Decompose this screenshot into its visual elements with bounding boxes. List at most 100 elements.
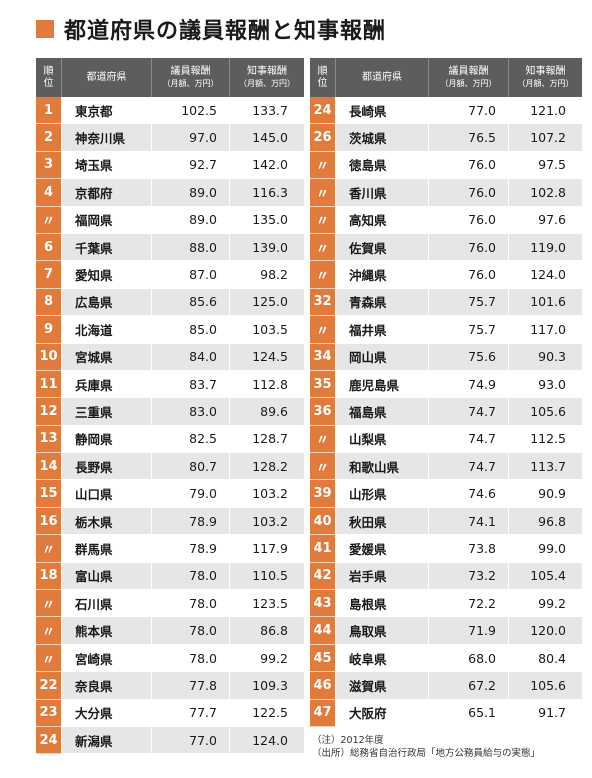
prefecture-cell: 埼玉県: [62, 151, 152, 180]
header-pref: 都道府県: [62, 58, 152, 97]
council-pay-cell: 75.7: [429, 316, 509, 344]
table-row: 26 茨城県 76.5 107.2: [310, 124, 582, 152]
prefecture-cell: 岡山県: [336, 343, 429, 371]
prefecture-cell: 茨城県: [336, 124, 429, 152]
rank-cell: 16: [36, 507, 62, 536]
table-row: 7 愛知県 87.0 98.2: [36, 261, 304, 289]
rank-cell: 〃: [310, 206, 336, 234]
rank-cell: 10: [36, 343, 62, 371]
prefecture-cell: 熊本県: [62, 617, 152, 645]
rank-cell: 24: [36, 726, 62, 755]
prefecture-cell: 鳥取県: [336, 617, 429, 645]
header-governor-unit: （月額、万円）: [517, 78, 574, 88]
rank-cell: 9: [36, 316, 62, 344]
prefecture-cell: 青森県: [336, 288, 429, 317]
table-row: 12 三重県 83.0 89.6: [36, 398, 304, 426]
ranking-table-right: 順位 都道府県 議員報酬 （月額、万円） 知事報酬 （月額、万円） 24 長崎県 77.…: [310, 58, 582, 727]
governor-pay-cell: 139.0: [230, 233, 304, 262]
council-pay-cell: 68.0: [429, 644, 509, 673]
governor-pay-cell: 93.0: [509, 370, 582, 399]
rank-cell: 13: [36, 425, 62, 454]
rank-cell: 36: [310, 398, 336, 426]
governor-pay-cell: 125.0: [230, 288, 304, 317]
title-block: 都道府県の議員報酬と知事報酬: [36, 12, 386, 46]
prefecture-cell: 秋田県: [336, 507, 429, 536]
rank-cell: 32: [310, 288, 336, 317]
council-pay-cell: 77.0: [152, 726, 230, 755]
council-pay-cell: 74.1: [429, 507, 509, 536]
note-year: （注）2012年度: [312, 735, 384, 746]
prefecture-cell: 大阪府: [336, 699, 429, 727]
council-pay-cell: 77.7: [152, 699, 230, 727]
prefecture-cell: 広島県: [62, 288, 152, 317]
prefecture-cell: 富山県: [62, 562, 152, 591]
footnotes: （注）2012年度 （出所）総務省自治行政局「地方公務員給与の実態」: [312, 734, 540, 760]
table-row: 24 長崎県 77.0 121.0: [310, 97, 582, 125]
table-row: 23 大分県 77.7 122.5: [36, 699, 304, 727]
council-pay-cell: 71.9: [429, 617, 509, 645]
note-source: （出所）総務省自治行政局「地方公務員給与の実態」: [312, 748, 541, 759]
page-title: 都道府県の議員報酬と知事報酬: [64, 19, 387, 44]
table-row: 45 岐阜県 68.0 80.4: [310, 644, 582, 673]
governor-pay-cell: 97.6: [509, 206, 582, 234]
governor-pay-cell: 119.0: [509, 233, 582, 262]
council-pay-cell: 77.8: [152, 672, 230, 700]
prefecture-cell: 宮崎県: [62, 644, 152, 673]
table-row: 16 栃木県 78.9 103.2: [36, 507, 304, 536]
council-pay-cell: 78.0: [152, 590, 230, 618]
council-pay-cell: 78.0: [152, 562, 230, 591]
table-row: 44 鳥取県 71.9 120.0: [310, 617, 582, 645]
prefecture-cell: 静岡県: [62, 425, 152, 454]
header-council-label: 議員報酬: [448, 65, 489, 77]
rank-cell: 35: [310, 370, 336, 399]
governor-pay-cell: 120.0: [509, 617, 582, 645]
prefecture-cell: 新潟県: [62, 726, 152, 755]
prefecture-cell: 京都府: [62, 179, 152, 207]
council-pay-cell: 76.0: [429, 206, 509, 234]
governor-pay-cell: 90.9: [509, 480, 582, 508]
prefecture-cell: 東京都: [62, 97, 152, 125]
governor-pay-cell: 122.5: [230, 699, 304, 727]
governor-pay-cell: 110.5: [230, 562, 304, 591]
rank-cell: 23: [36, 699, 62, 727]
council-pay-cell: 97.0: [152, 124, 230, 152]
council-pay-cell: 75.6: [429, 343, 509, 371]
title-marker-icon: [36, 20, 54, 38]
council-pay-cell: 88.0: [152, 233, 230, 262]
table-row: 6 千葉県 88.0 139.0: [36, 233, 304, 262]
rank-cell: 26: [310, 124, 336, 152]
rank-cell: 1: [36, 97, 62, 125]
rank-cell: 〃: [36, 644, 62, 673]
ranking-table-left: 順位 都道府県 議員報酬 （月額、万円） 知事報酬 （月額、万円） 1 東京都 102.…: [36, 58, 304, 755]
council-pay-cell: 76.0: [429, 261, 509, 289]
prefecture-cell: 滋賀県: [336, 672, 429, 700]
governor-pay-cell: 99.2: [509, 590, 582, 618]
table-row: 34 岡山県 75.6 90.3: [310, 343, 582, 371]
governor-pay-cell: 109.3: [230, 672, 304, 700]
governor-pay-cell: 135.0: [230, 206, 304, 234]
table-row: 46 滋賀県 67.2 105.6: [310, 672, 582, 700]
rank-cell: 〃: [310, 261, 336, 289]
governor-pay-cell: 105.6: [509, 672, 582, 700]
governor-pay-cell: 121.0: [509, 97, 582, 125]
governor-pay-cell: 99.0: [509, 535, 582, 563]
governor-pay-cell: 91.7: [509, 699, 582, 727]
rank-cell: 〃: [36, 535, 62, 563]
council-pay-cell: 78.9: [152, 535, 230, 563]
council-pay-cell: 65.1: [429, 699, 509, 727]
table-row: 18 富山県 78.0 110.5: [36, 562, 304, 591]
prefecture-cell: 徳島県: [336, 151, 429, 180]
rank-cell: 41: [310, 535, 336, 563]
prefecture-cell: 千葉県: [62, 233, 152, 262]
prefecture-cell: 香川県: [336, 179, 429, 207]
rank-cell: 44: [310, 617, 336, 645]
council-pay-cell: 75.7: [429, 288, 509, 317]
header-rank: 順位: [36, 58, 62, 97]
council-pay-cell: 85.6: [152, 288, 230, 317]
rank-cell: 39: [310, 480, 336, 508]
governor-pay-cell: 112.8: [230, 370, 304, 399]
governor-pay-cell: 113.7: [509, 453, 582, 481]
council-pay-cell: 72.2: [429, 590, 509, 618]
table-row: 〃宮崎県 78.0 99.2: [36, 644, 304, 673]
council-pay-cell: 89.0: [152, 206, 230, 234]
